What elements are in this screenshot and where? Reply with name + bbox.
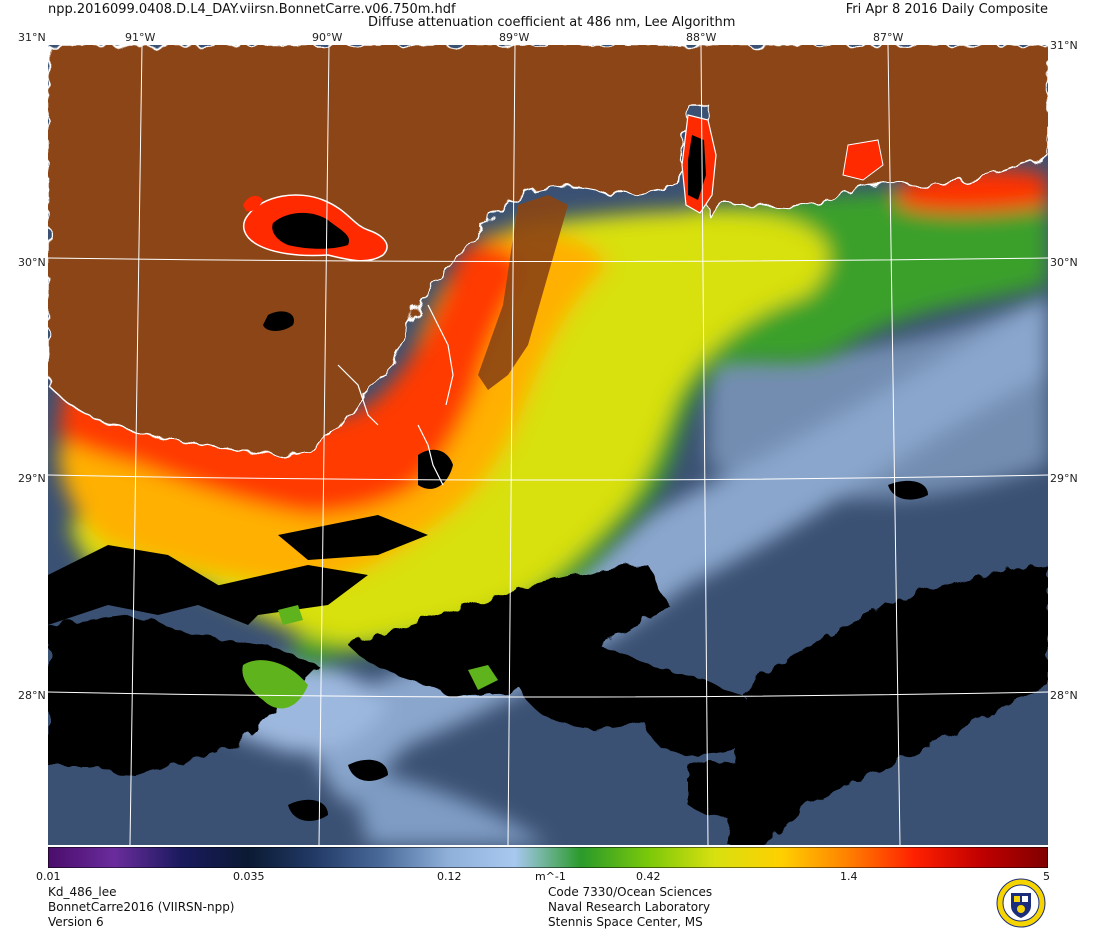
footer-left: Kd_486_lee BonnetCarre2016 (VIIRSN-npp) … xyxy=(48,885,235,930)
lon-label-88: 88°W xyxy=(686,31,717,44)
lon-label-89: 89°W xyxy=(499,31,530,44)
org-name: Naval Research Laboratory xyxy=(548,900,711,914)
cloud-mask xyxy=(48,449,1048,845)
product-name: Kd_486_lee xyxy=(48,885,117,899)
colorbar-tick-0.01: 0.01 xyxy=(36,870,61,883)
lat-label-31-right: 31°N xyxy=(1050,39,1078,52)
land xyxy=(48,45,1048,456)
graticule xyxy=(48,45,1048,845)
colorbar-unit: m^-1 xyxy=(535,870,566,883)
lon-label-91: 91°W xyxy=(125,31,156,44)
footer-center: Code 7330/Ocean Sciences Naval Research … xyxy=(548,885,712,930)
colorbar-tick-0.12: 0.12 xyxy=(437,870,462,883)
lat-label-29-right: 29°N xyxy=(1050,472,1078,485)
lon-label-90: 90°W xyxy=(312,31,343,44)
file-name: npp.2016099.0408.D.L4_DAY.viirsn.BonnetC… xyxy=(48,2,456,17)
colorbar-tick-1.4: 1.4 xyxy=(840,870,858,883)
lat-label-31-left: 31°N xyxy=(18,31,46,44)
lat-label-28-left: 28°N xyxy=(18,689,46,702)
org-location: Stennis Space Center, MS xyxy=(548,915,703,929)
colorbar-tick-0.42: 0.42 xyxy=(636,870,661,883)
nrl-seal-icon xyxy=(996,878,1046,928)
lat-label-29-left: 29°N xyxy=(18,472,46,485)
lat-label-28-right: 28°N xyxy=(1050,689,1078,702)
org-code: Code 7330/Ocean Sciences xyxy=(548,885,713,899)
lon-label-87: 87°W xyxy=(873,31,904,44)
dataset-name: BonnetCarre2016 (VIIRSN-npp) xyxy=(48,900,235,914)
lat-label-30-left: 30°N xyxy=(18,256,46,269)
lake-pontchartrain xyxy=(242,194,388,331)
version: Version 6 xyxy=(48,915,104,929)
colorbar xyxy=(48,847,1048,868)
river-channels xyxy=(337,304,454,486)
colorbar-tick-0.035: 0.035 xyxy=(233,870,265,883)
map-title: Diffuse attenuation coefficient at 486 n… xyxy=(368,15,736,30)
colorbar-tick-5: 5 xyxy=(1043,870,1050,883)
kd490-map[interactable] xyxy=(48,45,1048,845)
lat-label-30-right: 30°N xyxy=(1050,256,1078,269)
composite-date: Fri Apr 8 2016 Daily Composite xyxy=(845,2,1048,17)
green-patches xyxy=(242,605,498,709)
